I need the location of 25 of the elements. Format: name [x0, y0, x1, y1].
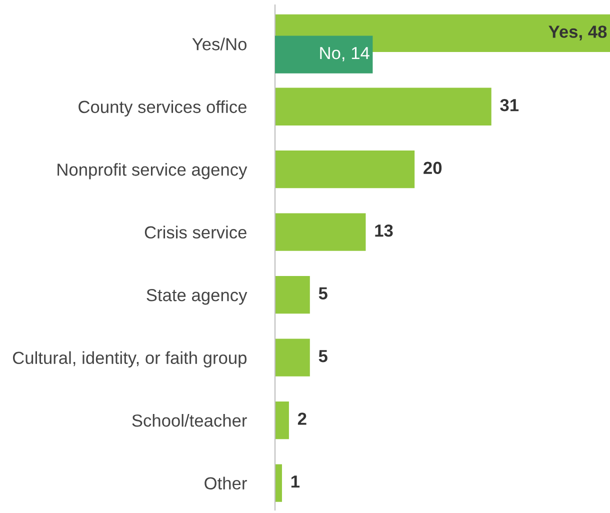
data-label: 31 — [500, 98, 519, 112]
data-label: 13 — [375, 224, 393, 237]
bar — [275, 338, 310, 376]
data-label: 1 — [291, 476, 300, 488]
data-label: 5 — [318, 287, 328, 300]
y-tick-label: School/teacher — [132, 414, 247, 427]
y-tick-label: Crisis service — [144, 226, 246, 239]
y-tick-label: Cultural, identity, or faith group — [12, 351, 247, 368]
data-label: No, 14 — [320, 47, 370, 62]
bar — [275, 88, 492, 126]
bar — [275, 276, 310, 314]
y-tick-label: Nonprofit service agency — [58, 163, 248, 180]
bar — [275, 36, 373, 74]
bar — [275, 464, 282, 502]
data-label: 2 — [298, 412, 306, 425]
y-tick-label: State agency — [146, 288, 248, 305]
y-tick-label: County services office — [78, 100, 246, 117]
bar — [275, 213, 366, 251]
bar — [275, 150, 415, 188]
bar — [275, 401, 289, 440]
data-label: 20 — [424, 162, 442, 174]
data-label: 5 — [318, 350, 328, 362]
y-tick-label: Other — [204, 476, 247, 490]
data-label: Yes, 48 — [548, 26, 607, 40]
y-tick-label: Yes/No — [192, 38, 246, 50]
